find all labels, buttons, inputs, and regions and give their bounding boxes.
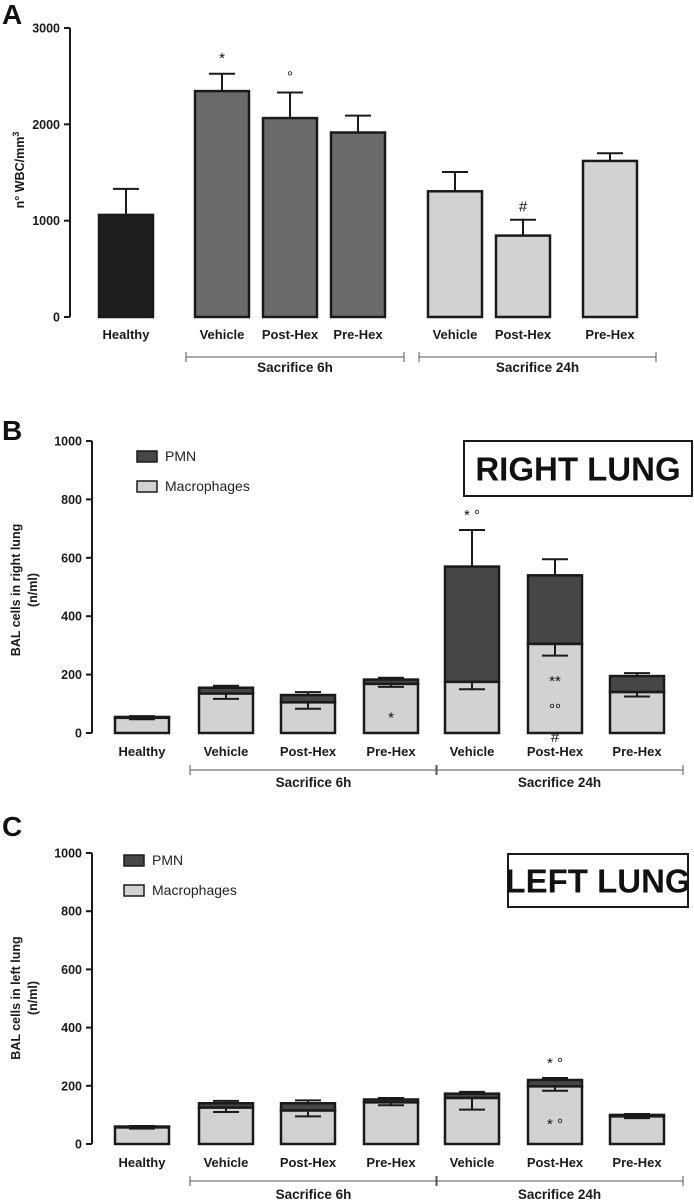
legend-swatch-pmn bbox=[136, 450, 158, 463]
panel-letter: A bbox=[2, 0, 22, 30]
x-category-label: Post-Hex bbox=[527, 744, 584, 759]
x-category-label: Vehicle bbox=[204, 744, 249, 759]
y-tick-label: 0 bbox=[75, 727, 82, 741]
significance-marker-inside: # bbox=[551, 729, 560, 746]
x-category-label: Post-Hex bbox=[495, 327, 552, 342]
significance-marker: * ° bbox=[547, 1055, 563, 1072]
significance-marker: ° bbox=[287, 69, 293, 86]
macrophage-bar-segment bbox=[197, 692, 255, 735]
macrophage-bar-segment bbox=[608, 1115, 666, 1146]
y-axis-label-line1: BAL cells in right lung bbox=[9, 524, 23, 656]
group-label: Sacrifice 24h bbox=[518, 775, 601, 790]
x-category-label: Vehicle bbox=[433, 327, 478, 342]
title-box-text: RIGHT LUNG bbox=[475, 451, 680, 488]
significance-marker-inside: * ° bbox=[547, 1116, 563, 1133]
y-tick-label: 200 bbox=[61, 1079, 82, 1093]
y-axis-label-line2: (n/ml) bbox=[26, 573, 40, 607]
macrophage-bar-segment bbox=[443, 680, 501, 735]
panel-letter: C bbox=[2, 811, 22, 842]
bar bbox=[494, 234, 552, 319]
group-label: Sacrifice 6h bbox=[276, 1187, 352, 1200]
y-tick-label: 400 bbox=[61, 1021, 82, 1035]
x-category-label: Vehicle bbox=[204, 1155, 249, 1170]
y-tick-label: 600 bbox=[61, 963, 82, 977]
y-tick-label: 800 bbox=[61, 905, 82, 919]
macrophage-bar-segment bbox=[608, 690, 666, 735]
y-axis-label-line1: BAL cells in left lung bbox=[9, 936, 23, 1059]
y-tick-label: 1000 bbox=[32, 214, 60, 228]
legend-swatch-macrophages bbox=[136, 480, 158, 493]
panel-b: B BAL cells in right lung (n/ml) 0 200 400 600… bbox=[2, 415, 693, 790]
y-tick-label: 0 bbox=[53, 311, 60, 325]
bar bbox=[426, 190, 484, 319]
x-category-label: Vehicle bbox=[200, 327, 245, 342]
x-category-label: Pre-Hex bbox=[612, 1155, 662, 1170]
y-tick-label: 200 bbox=[61, 668, 82, 682]
title-box bbox=[463, 440, 693, 497]
y-axis-label-superscript: 3 bbox=[11, 132, 21, 137]
title-box bbox=[507, 853, 689, 908]
macrophage-bar-segment bbox=[113, 1126, 171, 1146]
group-label: Sacrifice 6h bbox=[257, 360, 333, 375]
x-category-label: Vehicle bbox=[450, 1155, 495, 1170]
group-label: Sacrifice 24h bbox=[518, 1187, 601, 1200]
y-tick-label: 600 bbox=[61, 551, 82, 565]
macrophage-bar-segment bbox=[526, 1085, 584, 1146]
significance-marker-inside: °° bbox=[549, 701, 561, 718]
significance-marker: * bbox=[219, 50, 225, 67]
x-category-label: Healthy bbox=[119, 744, 167, 759]
legend-swatch-macrophages bbox=[123, 884, 145, 897]
legend-label-pmn: PMN bbox=[152, 852, 183, 868]
x-category-label: Pre-Hex bbox=[366, 1155, 416, 1170]
x-category-label: Post-Hex bbox=[280, 1155, 337, 1170]
group-label: Sacrifice 6h bbox=[276, 775, 352, 790]
y-tick-label: 1000 bbox=[54, 847, 82, 861]
bar bbox=[581, 159, 639, 319]
pmn-bar-segment bbox=[608, 674, 666, 694]
pmn-bar-segment bbox=[443, 565, 501, 684]
title-box-text: LEFT LUNG bbox=[505, 863, 690, 900]
bar bbox=[261, 116, 319, 319]
panel-letter: B bbox=[2, 415, 22, 446]
legend-label-macrophages: Macrophages bbox=[165, 478, 250, 494]
legend-swatch-pmn bbox=[123, 854, 145, 867]
y-tick-label: 3000 bbox=[32, 22, 60, 36]
x-category-label: Pre-Hex bbox=[333, 327, 383, 342]
group-label: Sacrifice 24h bbox=[496, 360, 579, 375]
x-category-label: Post-Hex bbox=[280, 744, 337, 759]
macrophage-bar-segment bbox=[197, 1106, 255, 1146]
y-tick-label: 2000 bbox=[32, 118, 60, 132]
x-category-label: Pre-Hex bbox=[366, 744, 416, 759]
x-category-label: Pre-Hex bbox=[612, 744, 662, 759]
panel-c: C BAL cells in left lung (n/ml) 0 200 400 600 8… bbox=[2, 811, 691, 1200]
macrophage-bar-segment bbox=[526, 642, 584, 735]
macrophage-bar-segment bbox=[362, 1101, 420, 1146]
y-tick-label: 400 bbox=[61, 610, 82, 624]
significance-marker: # bbox=[519, 199, 528, 216]
x-category-label: Vehicle bbox=[450, 744, 495, 759]
x-category-label: Post-Hex bbox=[262, 327, 319, 342]
significance-marker-inside: ** bbox=[549, 673, 561, 690]
x-category-label: Healthy bbox=[103, 327, 151, 342]
bar bbox=[193, 89, 251, 319]
significance-marker-inside: * bbox=[388, 709, 394, 726]
legend-label-pmn: PMN bbox=[165, 448, 196, 464]
significance-marker: * ° bbox=[464, 507, 480, 524]
bar bbox=[97, 213, 155, 319]
x-category-label: Post-Hex bbox=[527, 1155, 584, 1170]
y-tick-label: 0 bbox=[75, 1138, 82, 1152]
y-tick-label: 800 bbox=[61, 493, 82, 507]
y-axis-label-main: n° WBC/mm bbox=[13, 137, 27, 209]
x-category-label: Healthy bbox=[119, 1155, 167, 1170]
y-axis-label-line2: (n/ml) bbox=[26, 981, 40, 1015]
legend-label-macrophages: Macrophages bbox=[152, 882, 237, 898]
x-category-label: Pre-Hex bbox=[585, 327, 635, 342]
pmn-bar-segment bbox=[526, 574, 584, 646]
y-axis-label: n° WBC/mm3 bbox=[11, 132, 27, 209]
y-tick-label: 1000 bbox=[54, 435, 82, 449]
panel-a: An° WBC/mm3 0 1000 2000 3000 * ° # Healthy Vehicl… bbox=[2, 0, 657, 375]
bar bbox=[329, 131, 387, 319]
